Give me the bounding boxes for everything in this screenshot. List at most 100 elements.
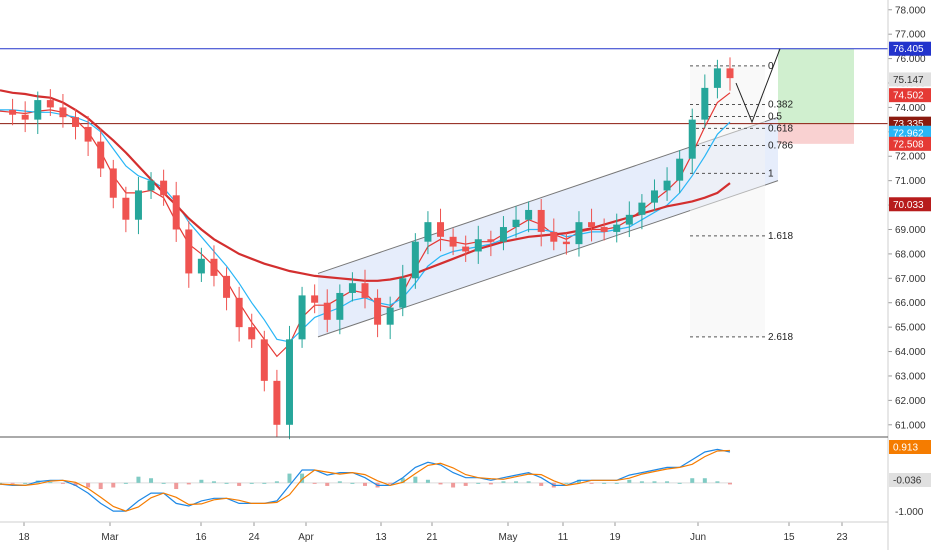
candle-body <box>688 119 696 159</box>
oscillator-histogram-bar <box>602 482 607 484</box>
oscillator-histogram-bar <box>652 481 657 483</box>
fib-background <box>690 65 765 337</box>
price-tag-box <box>889 88 931 103</box>
oscillator-histogram-bar <box>463 482 468 486</box>
oscillator-histogram-bar <box>287 473 292 483</box>
oscillator-histogram-bar <box>161 482 166 484</box>
price-axis-label: 71.000 <box>895 176 926 187</box>
candle-body <box>298 295 306 340</box>
candle-body <box>411 241 419 279</box>
time-axis-label: Apr <box>298 532 314 543</box>
price-tag-label: 76.405 <box>893 44 924 55</box>
oscillator-histogram-bar <box>728 482 732 485</box>
candle-body <box>84 126 92 142</box>
time-axis-label: 18 <box>18 532 30 543</box>
oscillator-histogram-bar <box>514 481 519 483</box>
channel-fill <box>318 117 778 337</box>
time-axis-label: Mar <box>101 532 119 543</box>
candle-body <box>713 68 721 88</box>
price-axis-label: 61.000 <box>895 420 926 431</box>
oscillator-histogram-bar <box>73 482 78 486</box>
time-axis-label: 15 <box>783 532 795 543</box>
price-axis-label: 69.000 <box>895 225 926 236</box>
price-axis-label: 72.000 <box>895 152 926 163</box>
price-tag-box <box>889 72 931 87</box>
candle-body <box>9 109 17 115</box>
price-tag-box <box>889 125 931 140</box>
price-axis-label: 67.000 <box>895 274 926 285</box>
oscillator-histogram-bar <box>425 479 430 483</box>
fib-level-label: 0 <box>768 61 774 72</box>
candle-body <box>676 158 684 181</box>
price-tag-label: 75.147 <box>893 75 924 86</box>
long-position-target-zone <box>778 48 854 124</box>
oscillator-histogram-bar <box>111 482 116 488</box>
candle-body <box>650 190 658 203</box>
price-tag-label: 73.335 <box>893 119 924 130</box>
price-axis-label: 62.000 <box>895 396 926 407</box>
fib-level-label: 1.618 <box>768 231 793 242</box>
oscillator-histogram-bar <box>627 479 632 483</box>
oscillator-histogram-bar <box>539 482 544 486</box>
candle-body <box>336 292 344 320</box>
oscillator-histogram-bar <box>589 482 594 484</box>
candle-body <box>59 107 67 118</box>
oscillator-histogram-bar <box>48 482 53 484</box>
candle-body <box>235 297 243 328</box>
price-tag-box <box>889 197 931 212</box>
oscillator-histogram-bar <box>325 482 330 486</box>
oscillator-histogram-bar <box>123 482 128 484</box>
fib-level-label: 1 <box>768 168 774 179</box>
candle-body <box>34 100 42 120</box>
oscillator-histogram-bar <box>677 482 682 484</box>
candle-body <box>726 68 734 79</box>
oscillator-histogram-bar <box>262 482 267 484</box>
candle-body <box>273 380 281 425</box>
candle-body <box>72 117 80 127</box>
time-axis-label: 11 <box>558 532 569 543</box>
candle-body <box>21 114 29 120</box>
candle-body <box>625 214 633 225</box>
candle-body <box>197 258 205 274</box>
candle-body <box>185 229 193 274</box>
fib-level-label: 0.786 <box>768 141 793 152</box>
candle-body <box>109 168 117 198</box>
candle-body <box>361 283 369 298</box>
price-axis-label: 64.000 <box>895 347 926 358</box>
price-axis-label: 68.000 <box>895 249 926 260</box>
price-panel: 78.00077.00076.00075.00074.00073.00072.0… <box>0 5 931 440</box>
candle-body <box>701 87 709 120</box>
price-axis-label: 78.000 <box>895 5 926 16</box>
time-axis-label: 13 <box>375 532 387 543</box>
oscillator-histogram-bar <box>614 482 619 484</box>
candle-body <box>147 180 155 191</box>
oscillator-histogram-bar <box>438 482 443 485</box>
oscillator-histogram-bar <box>237 482 242 486</box>
price-axis-label: 77.000 <box>895 30 926 41</box>
oscillator-histogram-bar <box>86 482 91 488</box>
oscillator-histogram-bar <box>300 473 305 483</box>
time-axis-label: 23 <box>836 532 848 543</box>
oscillator-histogram-bar <box>149 478 154 483</box>
candle-body <box>449 236 457 247</box>
oscillator-tag-box <box>889 440 931 454</box>
fib-level-label: 0.618 <box>768 123 793 134</box>
candle-body <box>210 258 218 276</box>
candle-body <box>399 278 407 308</box>
oscillator-histogram-bar <box>488 482 493 485</box>
oscillator-histogram-bar <box>564 482 569 484</box>
candle-body <box>260 339 268 381</box>
price-tag-box <box>889 41 931 56</box>
time-axis-label: Jun <box>690 532 706 543</box>
price-axis-label: 63.000 <box>895 371 926 382</box>
candle-body <box>537 209 545 232</box>
oscillator-histogram-bar <box>715 481 720 483</box>
oscillator-histogram-bar <box>400 478 405 483</box>
candle-body <box>374 297 382 325</box>
oscillator-histogram-bar <box>174 482 179 490</box>
price-tag-label: 74.502 <box>893 91 924 102</box>
time-axis-label: 21 <box>426 532 438 543</box>
oscillator-histogram-bar <box>98 482 103 490</box>
candle-body <box>122 197 130 220</box>
